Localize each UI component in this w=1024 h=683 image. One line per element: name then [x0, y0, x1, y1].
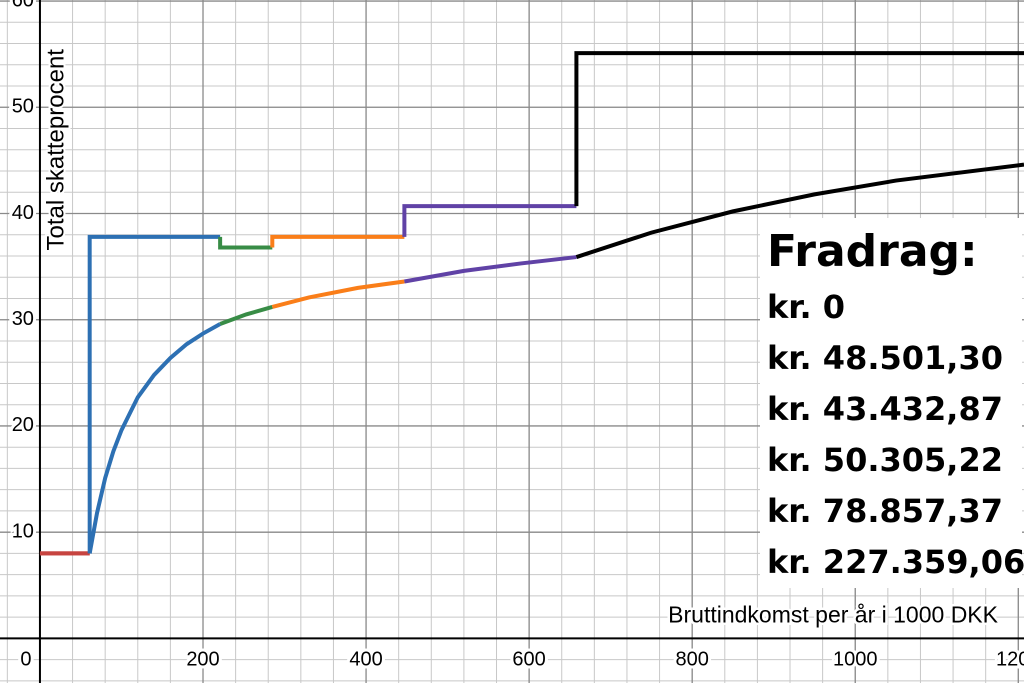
x-tick-label: 600: [512, 649, 545, 671]
average-rate-line: [404, 255, 577, 284]
y-tick-label: 10: [12, 520, 34, 542]
legend-entry: kr. 78.857,37: [767, 492, 1003, 530]
legend-box: [760, 218, 1022, 588]
marginal-rate-line: [402, 204, 577, 237]
average-rate-line: [575, 162, 1024, 259]
x-tick-label: 1200: [996, 649, 1024, 671]
x-tick-label: 400: [349, 649, 382, 671]
marginal-rate-line: [270, 234, 405, 248]
legend-entry: kr. 0: [767, 288, 845, 326]
legend-entry: kr. 50.305,22: [767, 441, 1003, 479]
x-tick-label: 800: [675, 649, 708, 671]
marginal-rate-line: [218, 236, 273, 250]
y-axis-title: Total skatteprocent: [42, 49, 69, 251]
y-tick-label: 60: [12, 0, 34, 11]
marginal-rate-line: [574, 51, 1024, 207]
legend-entry: kr. 43.432,87: [767, 390, 1003, 428]
x-tick-label: 200: [186, 649, 219, 671]
y-tick-label: 50: [12, 96, 34, 118]
y-tick-label: 40: [12, 202, 34, 224]
average-rate-line: [271, 279, 405, 309]
x-axis-title: Bruttindkomst per år i 1000 DKK: [668, 601, 998, 627]
legend-title: Fradrag:: [767, 226, 978, 277]
y-tick-label: 20: [12, 414, 34, 436]
x-tick-label: 1000: [833, 649, 878, 671]
legend-entry: kr. 48.501,30: [767, 339, 1003, 377]
x-tick-label: 0: [20, 649, 31, 671]
average-rate-line: [219, 305, 273, 326]
marginal-rate-line: [87, 234, 221, 554]
y-tick-label: 30: [12, 308, 34, 330]
legend-entry: kr. 227.359,06: [767, 543, 1024, 581]
average-rate-line: [87, 322, 222, 554]
